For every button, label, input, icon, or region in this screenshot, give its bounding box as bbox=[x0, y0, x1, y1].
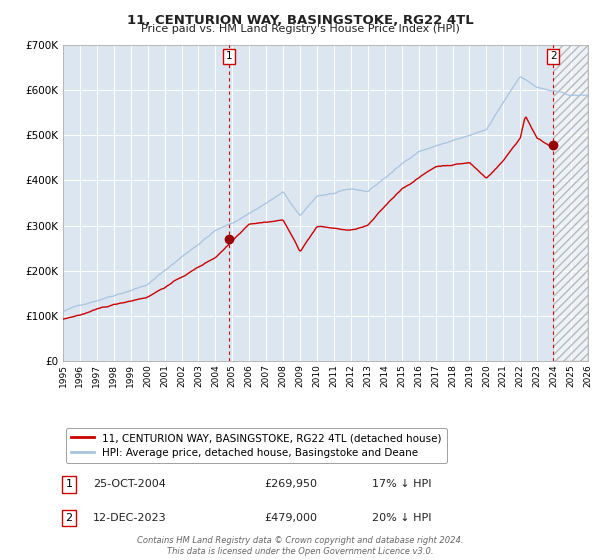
Text: 12-DEC-2023: 12-DEC-2023 bbox=[93, 513, 167, 523]
Text: Contains HM Land Registry data © Crown copyright and database right 2024.
This d: Contains HM Land Registry data © Crown c… bbox=[137, 536, 463, 556]
Bar bbox=[554, 45, 588, 361]
Text: £269,950: £269,950 bbox=[264, 479, 317, 489]
Text: 2: 2 bbox=[550, 51, 557, 61]
Text: 25-OCT-2004: 25-OCT-2004 bbox=[93, 479, 166, 489]
Text: 2: 2 bbox=[65, 513, 73, 523]
Legend: 11, CENTURION WAY, BASINGSTOKE, RG22 4TL (detached house), HPI: Average price, d: 11, CENTURION WAY, BASINGSTOKE, RG22 4TL… bbox=[65, 428, 447, 463]
Text: 1: 1 bbox=[226, 51, 233, 61]
Text: Price paid vs. HM Land Registry's House Price Index (HPI): Price paid vs. HM Land Registry's House … bbox=[140, 24, 460, 34]
Text: 1: 1 bbox=[65, 479, 73, 489]
Bar bbox=[554, 45, 588, 361]
Text: 11, CENTURION WAY, BASINGSTOKE, RG22 4TL: 11, CENTURION WAY, BASINGSTOKE, RG22 4TL bbox=[127, 14, 473, 27]
Text: 17% ↓ HPI: 17% ↓ HPI bbox=[372, 479, 431, 489]
Text: 20% ↓ HPI: 20% ↓ HPI bbox=[372, 513, 431, 523]
Text: £479,000: £479,000 bbox=[264, 513, 317, 523]
